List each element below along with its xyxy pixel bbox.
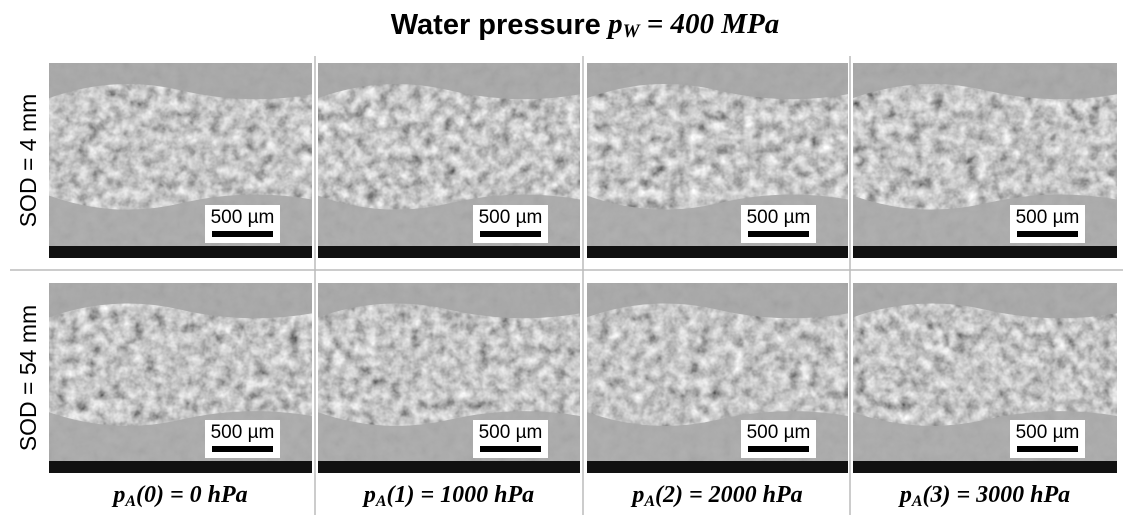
column-eq: (0) = 0 hPa <box>136 482 248 508</box>
scale-bar <box>212 231 273 237</box>
scale-bar <box>480 446 541 452</box>
row-label: SOD = 54 mm <box>15 305 41 451</box>
column-var: p <box>630 482 644 508</box>
sem-image: 500 µm <box>853 63 1117 258</box>
scale-label: 500 µm <box>211 422 275 443</box>
scale-bar <box>748 446 809 452</box>
scale-bar <box>212 446 273 452</box>
scale-label: 500 µm <box>747 207 811 228</box>
column-sub: A <box>643 493 655 510</box>
sem-image: 500 µm <box>318 283 580 473</box>
title-sub: W <box>623 21 641 42</box>
sem-image: 500 µm <box>49 283 312 473</box>
scale-label: 500 µm <box>479 422 543 443</box>
column-label: pA(1) = 1000 hPa <box>362 482 534 510</box>
column-sub: A <box>375 493 387 510</box>
title-text: Water pressure <box>391 9 601 41</box>
column-eq: (2) = 2000 hPa <box>655 482 803 508</box>
column-eq: (3) = 3000 hPa <box>923 482 1071 508</box>
column-label: pA(0) = 0 hPa <box>111 482 247 510</box>
column-sub: A <box>124 493 136 510</box>
column-label: pA(2) = 2000 hPa <box>630 482 802 510</box>
scale-label: 500 µm <box>479 207 543 228</box>
sem-image: 500 µm <box>587 63 848 258</box>
figure: Water pressure pW = 400 MPa SOD = 4 mm50… <box>0 0 1123 515</box>
title: Water pressure pW = 400 MPa <box>391 8 780 47</box>
title-var: p <box>605 8 623 40</box>
column-var: p <box>111 482 125 508</box>
scale-label: 500 µm <box>211 207 275 228</box>
sem-image: 500 µm <box>318 63 580 258</box>
column-var: p <box>898 482 912 508</box>
scale-label: 500 µm <box>1016 207 1080 228</box>
scale-bar <box>748 231 809 237</box>
sem-image: 500 µm <box>49 63 312 258</box>
column-sub: A <box>911 493 923 510</box>
column-var: p <box>362 482 376 508</box>
scale-bar <box>1017 231 1078 237</box>
title-eq: = 400 MPa <box>647 8 780 40</box>
column-label: pA(3) = 3000 hPa <box>898 482 1070 510</box>
scale-bar <box>480 231 541 237</box>
scale-bar <box>1017 446 1078 452</box>
row-label: SOD = 4 mm <box>15 94 41 228</box>
scale-label: 500 µm <box>747 422 811 443</box>
column-eq: (1) = 1000 hPa <box>387 482 535 508</box>
sem-image: 500 µm <box>853 283 1117 473</box>
sem-image: 500 µm <box>587 283 848 473</box>
scale-label: 500 µm <box>1016 422 1080 443</box>
